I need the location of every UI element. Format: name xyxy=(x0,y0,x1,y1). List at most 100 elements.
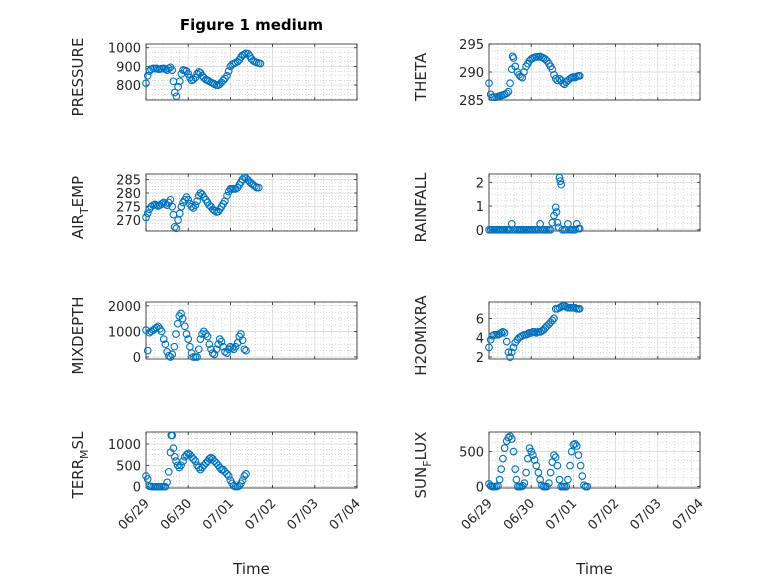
data-point xyxy=(532,461,541,470)
data-point xyxy=(555,173,564,182)
data-point xyxy=(168,66,177,74)
data-point xyxy=(147,327,155,336)
data-point xyxy=(567,447,576,456)
data-point xyxy=(485,79,493,88)
data-point xyxy=(173,461,182,470)
data-point xyxy=(500,329,509,337)
axes-box xyxy=(488,431,701,489)
data-point xyxy=(145,328,154,337)
data-point xyxy=(256,59,265,68)
y-axis-label: PRESSURE xyxy=(69,38,87,117)
data-point xyxy=(217,337,226,346)
y-axis-label: SUNFLUX xyxy=(412,432,434,499)
data-point xyxy=(254,183,263,192)
axes-box xyxy=(145,301,358,360)
data-point xyxy=(495,475,504,484)
data-point xyxy=(224,472,233,480)
data-point xyxy=(189,75,198,84)
data-point xyxy=(191,457,200,465)
y-tick-label: 2000 xyxy=(108,300,141,315)
subplot-1: 800 900 1000 PRESSURE xyxy=(69,38,358,117)
data-point xyxy=(231,185,240,193)
data-point xyxy=(198,463,206,472)
data-point xyxy=(252,183,261,192)
data-point xyxy=(231,482,240,491)
data-point xyxy=(238,336,247,345)
data-point xyxy=(159,335,168,343)
y-tick-label: 2 xyxy=(476,176,484,191)
data-point xyxy=(182,450,191,459)
data-point xyxy=(507,435,516,443)
y-tick-label: 0 xyxy=(476,481,484,496)
data-point xyxy=(575,304,584,313)
data-point xyxy=(164,467,173,476)
data-point xyxy=(500,225,509,234)
data-point xyxy=(205,340,214,349)
data-point xyxy=(244,49,252,58)
data-point xyxy=(534,468,543,477)
data-point xyxy=(553,461,562,470)
data-point xyxy=(529,451,537,459)
y-tick-label: 800 xyxy=(116,79,141,94)
data-point xyxy=(551,74,560,83)
data-point xyxy=(231,342,240,351)
data-point xyxy=(170,452,179,461)
data-point xyxy=(502,337,511,346)
data-point xyxy=(548,218,557,227)
data-point xyxy=(242,346,250,355)
axes-box xyxy=(145,173,358,232)
axes-box xyxy=(488,301,701,360)
data-point xyxy=(550,314,558,323)
data-point xyxy=(488,331,497,340)
data-point xyxy=(509,447,518,456)
data-point xyxy=(193,197,201,205)
subplot-6: 2 4 6 H2OMIXRA xyxy=(412,295,701,376)
data-point xyxy=(551,453,560,462)
data-point xyxy=(553,218,562,227)
data-point xyxy=(545,479,553,487)
data-point xyxy=(578,472,587,480)
data-point xyxy=(169,444,178,453)
data-point xyxy=(161,482,170,491)
data-point xyxy=(251,182,259,191)
y-axis-label: RAINFALL xyxy=(412,172,430,243)
data-point xyxy=(175,463,184,472)
data-point xyxy=(576,461,585,470)
y-tick-label: 2 xyxy=(476,351,484,366)
data-point xyxy=(175,77,184,86)
data-point xyxy=(212,345,221,354)
data-point xyxy=(242,470,250,478)
data-point xyxy=(177,461,185,470)
data-point xyxy=(506,353,514,361)
data-point xyxy=(506,79,514,88)
data-point xyxy=(548,65,557,74)
y-tick-label: 295 xyxy=(459,38,484,53)
data-point xyxy=(566,461,574,470)
data-point xyxy=(238,476,247,485)
y-axis-label: H2OMIXRA xyxy=(412,295,430,376)
data-point xyxy=(170,342,179,351)
y-tick-label: 0 xyxy=(133,481,141,496)
x-axis-label-right: Time xyxy=(575,560,613,578)
y-axis-label: TERRMSL xyxy=(69,431,91,500)
data-point xyxy=(240,50,249,59)
data-point xyxy=(193,70,201,78)
data-point xyxy=(143,71,152,80)
data-point xyxy=(562,482,571,491)
data-point xyxy=(530,456,539,464)
data-point xyxy=(223,191,231,200)
data-point xyxy=(536,475,544,484)
data-point xyxy=(541,55,549,63)
data-point xyxy=(205,455,214,463)
data-point xyxy=(210,350,219,359)
data-point xyxy=(191,201,200,210)
data-point xyxy=(502,89,511,98)
data-point xyxy=(548,316,557,325)
y-axis-label: MIXDEPTH xyxy=(69,296,87,374)
data-point xyxy=(182,330,191,338)
data-point xyxy=(168,350,177,359)
data-point xyxy=(490,93,498,102)
data-point xyxy=(572,442,581,450)
